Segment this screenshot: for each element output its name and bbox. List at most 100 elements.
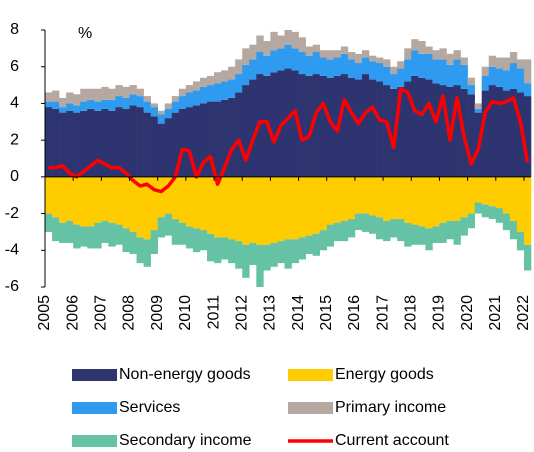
bar <box>157 114 166 124</box>
bar <box>502 213 511 231</box>
legend-swatch <box>288 402 333 414</box>
bar <box>333 176 342 223</box>
bar <box>340 176 349 221</box>
y-tick-label: 0 <box>10 168 19 185</box>
bar <box>383 220 391 242</box>
bar <box>171 101 180 113</box>
bar <box>80 88 88 102</box>
bar <box>298 176 306 238</box>
bar <box>185 85 194 93</box>
bar <box>108 88 116 100</box>
bar <box>214 101 222 177</box>
bar <box>94 88 102 102</box>
bar <box>256 35 264 53</box>
bar <box>467 85 475 95</box>
bar <box>488 66 497 86</box>
bar <box>460 217 468 236</box>
bar <box>516 231 525 251</box>
bar <box>207 101 215 177</box>
bar <box>129 85 137 95</box>
bar <box>383 59 391 67</box>
bar <box>319 176 328 231</box>
bar <box>228 239 236 264</box>
bar <box>376 217 384 240</box>
line <box>48 86 530 194</box>
bar <box>340 53 349 75</box>
bar <box>432 50 440 60</box>
bar <box>305 176 313 236</box>
bar <box>157 110 166 115</box>
bar <box>305 75 313 177</box>
bar <box>136 88 144 97</box>
bar <box>319 50 328 58</box>
bar <box>221 237 229 260</box>
bar <box>453 176 461 221</box>
bar <box>376 81 384 177</box>
bar <box>101 220 109 243</box>
bar <box>115 224 123 245</box>
y-tick-label: -2 <box>5 205 19 222</box>
bar <box>291 239 299 264</box>
bar <box>59 112 67 177</box>
bar <box>418 77 426 177</box>
y-unit-label: % <box>78 25 92 42</box>
bar <box>185 92 194 108</box>
bar <box>277 176 285 242</box>
bar <box>164 176 173 214</box>
bar <box>143 96 151 102</box>
bar <box>94 110 102 177</box>
bar <box>439 222 447 243</box>
bar <box>136 107 144 177</box>
bar <box>305 46 313 56</box>
bar <box>178 108 187 177</box>
bar <box>228 97 236 177</box>
y-tick-label: 4 <box>10 95 19 112</box>
bar <box>361 176 370 214</box>
bar <box>326 59 335 78</box>
bar <box>73 176 81 225</box>
bar <box>87 108 95 177</box>
bar <box>369 79 377 177</box>
bar <box>115 107 123 177</box>
bar <box>52 176 60 218</box>
bar <box>418 176 426 227</box>
bar <box>284 239 292 269</box>
x-tick-label: 2010 <box>177 295 194 331</box>
bar <box>516 68 525 93</box>
bar <box>129 105 137 177</box>
bar <box>207 75 215 86</box>
bar <box>298 52 306 75</box>
bar <box>101 86 109 100</box>
bar <box>178 88 187 97</box>
bar <box>397 219 405 242</box>
bar <box>376 57 384 64</box>
bar <box>277 48 285 71</box>
bar <box>418 53 426 78</box>
bar <box>509 63 518 89</box>
bar <box>150 103 158 108</box>
bar <box>249 44 257 60</box>
bar <box>228 66 236 80</box>
bar <box>228 79 236 98</box>
legend-swatch <box>288 369 333 381</box>
bar <box>425 53 433 80</box>
bar <box>361 74 370 177</box>
bar <box>221 99 229 177</box>
bar <box>488 206 497 220</box>
bar <box>312 176 320 234</box>
bar <box>157 176 166 218</box>
bar <box>164 103 173 109</box>
bar <box>453 50 461 60</box>
bar <box>361 213 370 232</box>
bar <box>242 64 250 86</box>
x-tick-label: 2016 <box>346 295 363 331</box>
bar <box>312 44 320 53</box>
bar <box>143 112 151 177</box>
bar <box>115 176 123 225</box>
y-tick-label: 8 <box>10 21 19 38</box>
x-tick-label: 2013 <box>262 295 279 331</box>
bar <box>214 176 222 238</box>
bar <box>369 176 377 216</box>
bar <box>192 228 201 253</box>
